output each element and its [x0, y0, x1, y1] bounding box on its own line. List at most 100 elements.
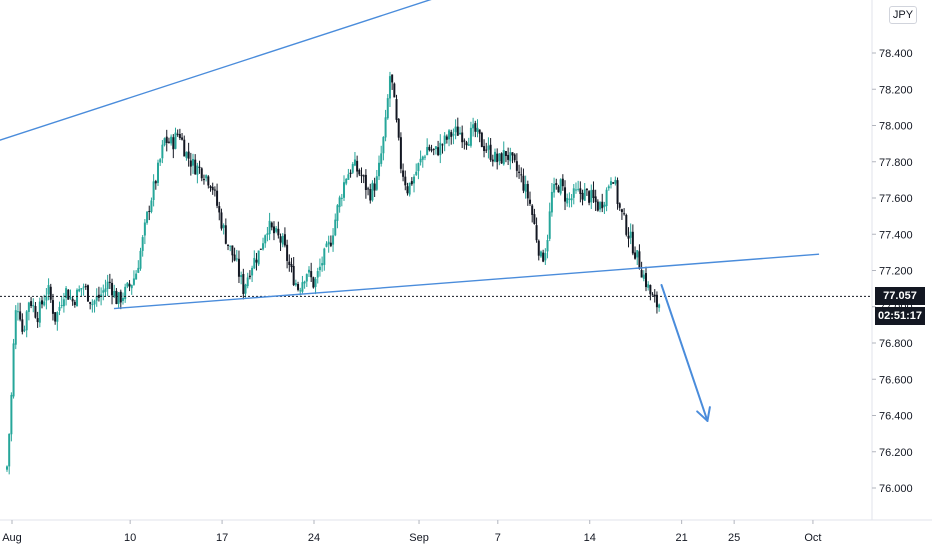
candle-body	[181, 137, 184, 140]
candle-body	[428, 146, 431, 151]
candle-body	[448, 130, 451, 140]
candle-body	[218, 206, 221, 213]
candle-body	[126, 282, 129, 287]
candle-body	[117, 292, 120, 304]
candle-body	[152, 181, 155, 201]
candle-body	[421, 156, 424, 160]
candle-body	[316, 271, 319, 278]
candle-body	[111, 282, 114, 296]
candle-body	[211, 186, 214, 191]
candle-body	[95, 296, 98, 301]
candle-body	[579, 188, 582, 194]
price-tick-label: 76.600	[879, 374, 913, 386]
candle-body	[564, 187, 567, 202]
candle-body	[62, 299, 65, 307]
candle-body	[338, 197, 341, 208]
candle-body	[216, 190, 219, 206]
candle-body	[351, 164, 354, 173]
candle-body	[520, 174, 523, 176]
candle-body	[73, 301, 76, 306]
arrow-shaft	[660, 284, 709, 422]
candle-body	[550, 191, 553, 213]
price-tick-label: 76.800	[879, 338, 913, 350]
trendlines[interactable]	[0, 0, 820, 310]
candle-body	[408, 182, 411, 195]
candle-body	[80, 288, 83, 290]
candle-body	[294, 283, 297, 286]
time-axis[interactable]: Aug 10 17 24 Sep 7 14 21 25 Oct	[2, 520, 821, 544]
candle-body	[170, 136, 173, 144]
candle-body	[515, 161, 518, 171]
candle-body	[434, 146, 437, 150]
candle-body	[45, 295, 48, 301]
candle-body	[542, 252, 545, 262]
candle-body	[100, 294, 103, 298]
candle-body	[192, 158, 195, 166]
candle-body	[106, 281, 109, 289]
candle-body	[491, 159, 494, 162]
candle-body	[141, 237, 144, 251]
candle-body	[496, 153, 499, 163]
candle-body	[128, 283, 131, 287]
candle-body	[314, 278, 317, 287]
candle-body	[332, 235, 335, 245]
candle-body	[529, 199, 532, 204]
candle-body	[139, 250, 142, 269]
candle-body	[60, 305, 63, 307]
candle-body	[227, 244, 230, 246]
candle-body	[485, 149, 488, 151]
candle-body	[288, 261, 291, 265]
candle-body	[167, 141, 170, 143]
candle-body	[279, 236, 282, 243]
candle-body	[397, 118, 400, 138]
candle-body	[6, 466, 8, 470]
candle-body	[8, 433, 11, 467]
candle-body	[275, 228, 278, 232]
candle-body	[34, 306, 37, 318]
candle-body	[566, 197, 569, 204]
candle-body	[423, 156, 426, 158]
candle-body	[533, 214, 536, 224]
candle-body	[544, 252, 547, 261]
trendline-lower-support[interactable]	[113, 253, 820, 310]
candle-body	[592, 189, 595, 199]
candle-body	[233, 254, 236, 261]
candle-body	[231, 245, 234, 256]
candle-body	[161, 144, 164, 159]
candle-body	[581, 192, 584, 200]
candle-body	[283, 234, 286, 246]
candle-body	[307, 269, 310, 273]
candle-body	[14, 310, 17, 345]
candle-body	[150, 200, 153, 212]
candle-body	[292, 266, 295, 286]
candle-body	[445, 136, 448, 140]
candle-body	[373, 183, 376, 191]
price-tick-label: 76.000	[879, 483, 913, 495]
candle-body	[642, 274, 645, 279]
candle-body	[518, 171, 521, 173]
time-tick-label: 14	[584, 532, 596, 544]
candle-body	[590, 190, 593, 203]
candle-body	[165, 136, 168, 144]
currency-badge[interactable]: JPY	[889, 6, 917, 24]
candle-body	[41, 300, 44, 305]
price-tick-label: 76.400	[879, 411, 913, 423]
candle-body	[89, 302, 92, 304]
candle-body	[235, 258, 238, 260]
candle-body	[618, 203, 621, 208]
candle-body	[537, 240, 540, 256]
price-axis[interactable]: 76.00076.20076.40076.60076.80077.00077.2…	[872, 48, 913, 495]
trendline-upper-resistance[interactable]	[0, 0, 495, 184]
candle-body	[476, 127, 479, 133]
candle-body	[115, 290, 118, 304]
price-tick-label: 77.800	[879, 157, 913, 169]
candle-body	[93, 300, 96, 305]
candle-body	[531, 205, 534, 215]
candle-body	[198, 166, 201, 168]
candle-body	[340, 197, 343, 199]
candle-body	[156, 162, 159, 183]
candle-body	[653, 294, 656, 297]
projection-arrow[interactable]	[660, 284, 711, 422]
candle-body	[614, 179, 617, 184]
